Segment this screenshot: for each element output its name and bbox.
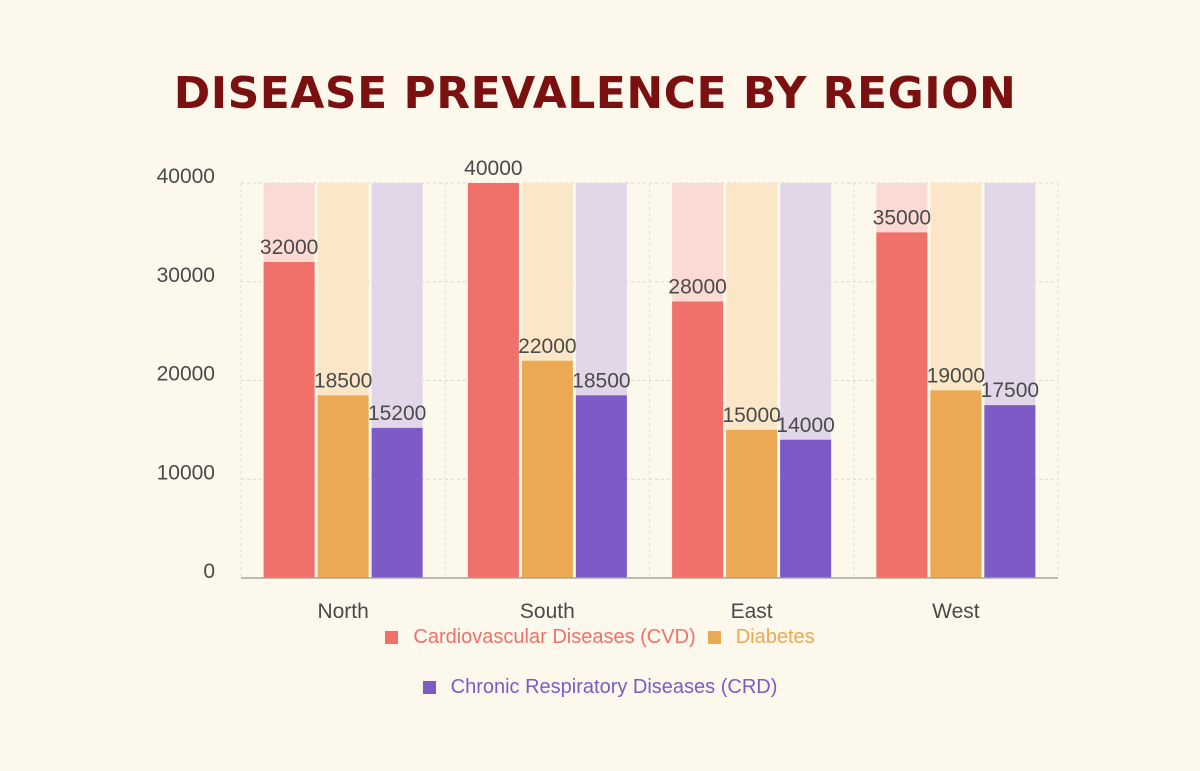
data-label: 14000 [776,414,834,437]
bar [263,262,315,578]
data-label: 18500 [572,369,630,392]
x-tick-label: East [731,600,773,623]
legend-label-crd: Chronic Respiratory Diseases (CRD) [450,676,778,698]
legend-item-cvd[interactable]: Cardiovascular Diseases (CVD) [385,626,696,649]
bar [521,360,573,578]
bar [467,183,519,578]
bar [876,232,928,578]
legend-row-1: Cardiovascular Diseases (CVD) Diabetes [0,626,1200,649]
legend-item-diabetes[interactable]: Diabetes [707,626,815,649]
data-label: 17500 [981,379,1039,402]
data-label: 22000 [518,335,576,358]
legend-row-2: Chronic Respiratory Diseases (CRD) [0,676,1200,699]
bar [575,395,627,578]
data-label: 35000 [873,206,931,229]
data-label: 40000 [464,157,522,180]
legend-label-cvd: Cardiovascular Diseases (CVD) [413,626,696,648]
x-tick-label: North [317,600,368,623]
legend-swatch-diabetes [707,631,721,644]
data-label: 15200 [368,402,426,425]
data-label: 19000 [927,364,985,387]
data-label: 32000 [260,236,318,259]
y-tick-label: 30000 [157,264,215,287]
y-tick-label: 10000 [157,461,215,484]
y-tick-label: 20000 [157,363,215,386]
data-label: 15000 [722,404,780,427]
data-label: 18500 [314,369,372,392]
bar [726,429,778,578]
x-tick-label: West [932,600,980,623]
bar [930,390,982,578]
bar [317,395,369,578]
bar [371,427,423,578]
bar [672,301,724,578]
legend-label-diabetes: Diabetes [735,626,815,648]
legend-swatch-crd [422,681,436,694]
chart-title: DISEASE PREVALENCE BY REGION [173,68,1017,119]
bar [984,405,1036,578]
x-tick-label: South [520,600,575,623]
bar [780,439,832,578]
y-tick-label: 0 [203,560,215,583]
legend-item-crd[interactable]: Chronic Respiratory Diseases (CRD) [422,676,778,699]
legend-swatch-cvd [385,631,399,644]
data-label: 28000 [668,276,726,299]
y-tick-label: 40000 [157,165,215,188]
